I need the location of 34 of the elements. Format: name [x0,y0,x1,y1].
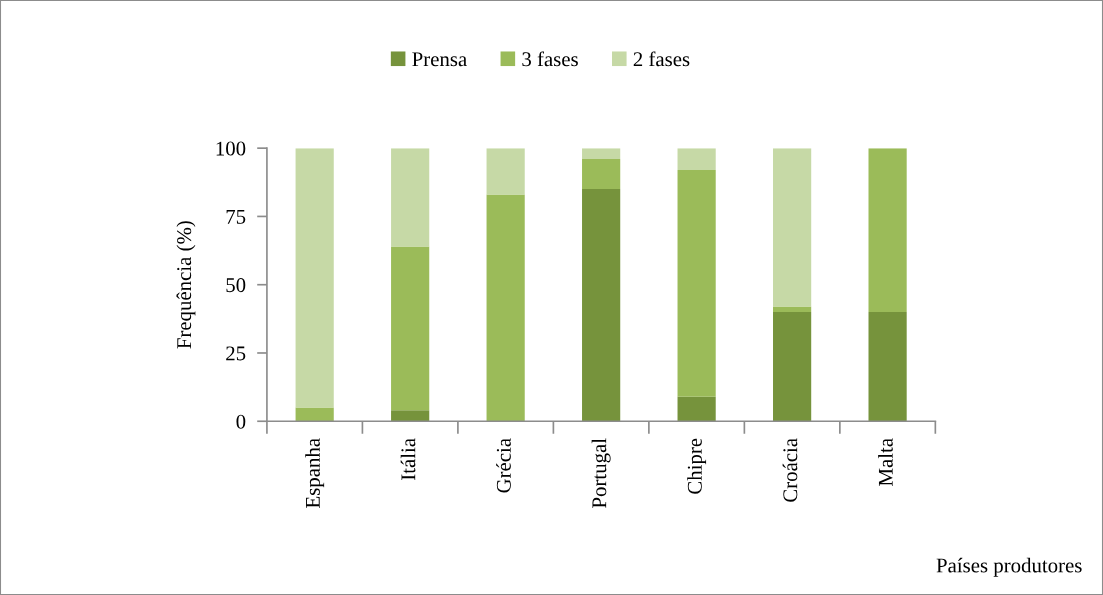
y-tick-label: 0 [236,414,246,429]
x-tick-label: Croácia [782,438,798,502]
bar [582,189,621,422]
bar [391,246,430,411]
bar [677,396,716,422]
x-tick-label: Grécia [496,438,511,493]
x-axis-title: Países produtores [936,557,1082,577]
bar [773,306,812,313]
bar [677,148,716,170]
x-tick-label: Portugal [591,438,611,508]
y-tick-label: 75 [226,210,246,224]
bar [582,159,621,190]
x-tick-label: Itália [400,438,416,480]
bar [582,148,621,160]
bar [391,410,430,422]
bar [391,148,430,247]
x-tick-label: Malta [878,438,893,486]
x-tick-label: Chipre [687,438,707,494]
y-axis-title: Frequência (%) [176,221,196,349]
legend-label: 2 fases [633,51,690,67]
bar [295,148,334,408]
legend-label: 3 fases [522,51,578,67]
bar [868,148,907,313]
y-tick-label: 25 [226,346,246,361]
y-tick-label: 100 [216,141,246,156]
bar [677,170,716,397]
x-tick-label: Espanha [305,438,325,508]
bar [486,194,525,422]
bar [868,312,907,422]
legend-label: Prensa [412,52,467,67]
bar [486,148,525,195]
y-tick-label: 50 [226,278,246,293]
bar [773,148,812,307]
bar [773,312,812,422]
